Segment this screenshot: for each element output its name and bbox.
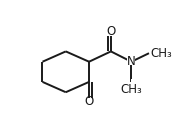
FancyBboxPatch shape [85, 98, 93, 105]
FancyBboxPatch shape [107, 28, 115, 36]
FancyBboxPatch shape [150, 50, 165, 57]
Text: CH₃: CH₃ [150, 47, 172, 60]
Text: N: N [127, 55, 136, 68]
FancyBboxPatch shape [131, 79, 146, 87]
Text: O: O [106, 26, 116, 39]
Text: O: O [84, 95, 94, 108]
Text: CH₃: CH₃ [120, 83, 142, 96]
FancyBboxPatch shape [127, 58, 135, 65]
